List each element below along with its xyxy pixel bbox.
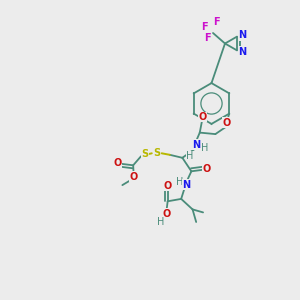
Text: S: S xyxy=(154,148,161,158)
Text: N: N xyxy=(182,179,190,190)
Text: H: H xyxy=(157,217,164,227)
Text: N: N xyxy=(192,140,200,150)
Text: N: N xyxy=(238,30,247,40)
Text: O: O xyxy=(130,172,138,182)
Text: H: H xyxy=(201,142,208,153)
Text: O: O xyxy=(162,209,170,219)
Text: S: S xyxy=(142,149,149,159)
Text: O: O xyxy=(202,164,211,174)
Text: F: F xyxy=(204,33,210,43)
Text: H: H xyxy=(186,151,194,161)
Text: O: O xyxy=(198,112,206,122)
Text: N: N xyxy=(238,47,247,57)
Text: O: O xyxy=(223,118,231,128)
Text: O: O xyxy=(113,158,122,168)
Text: F: F xyxy=(213,16,220,27)
Text: O: O xyxy=(164,181,172,191)
Text: H: H xyxy=(176,177,183,188)
Text: F: F xyxy=(201,22,208,32)
